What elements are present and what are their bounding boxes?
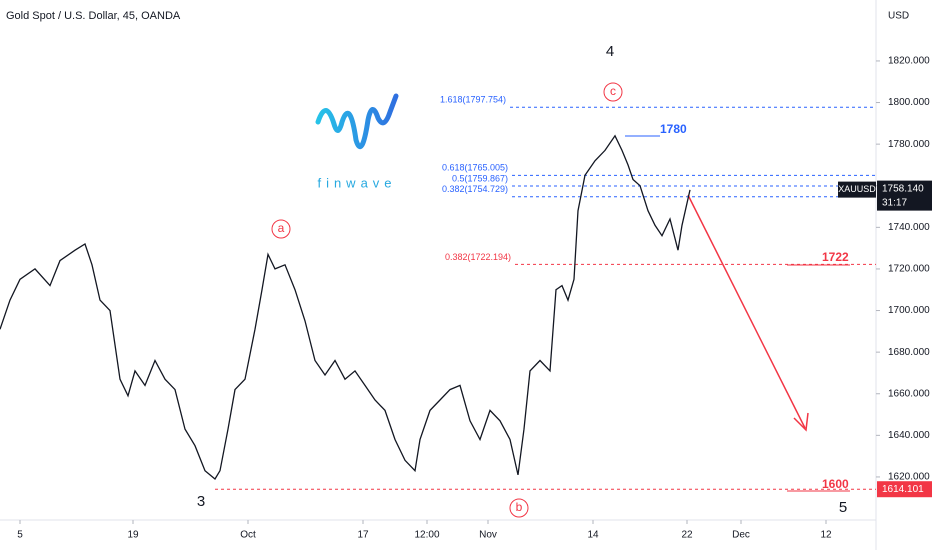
y-tick-label: 1720.000: [888, 264, 930, 275]
price-tag-label: 1614.101: [882, 484, 924, 495]
y-tick-label: 1780.000: [888, 139, 930, 150]
y-tick-label: 1740.000: [888, 222, 930, 233]
logo: finwave: [315, 93, 399, 190]
wave-label: 5: [839, 499, 847, 516]
x-tick-label: Nov: [479, 530, 497, 541]
last-price-tag: [877, 180, 932, 211]
target-label: 1600: [822, 477, 849, 491]
y-tick-label: 1640.000: [888, 430, 930, 441]
symbol-tag: [838, 181, 876, 198]
wave-label: c: [610, 84, 616, 98]
x-tick-label: 17: [357, 530, 369, 541]
target-label: 1780: [660, 122, 687, 136]
level-label: 0.382(1722.194): [445, 252, 511, 262]
wave-circle: [509, 498, 529, 518]
y-tick-label: 1660.000: [888, 388, 930, 399]
x-tick-label: 14: [587, 530, 599, 541]
target-label: 1722: [822, 250, 849, 264]
level-label: 1.618(1797.754): [440, 95, 506, 105]
wave-circle: [271, 219, 291, 239]
wave-label: b: [516, 500, 523, 514]
x-tick-label: 5: [17, 530, 23, 541]
x-tick-label: 19: [127, 530, 139, 541]
y-tick-label: 1800.000: [888, 97, 930, 108]
wave-circle: [603, 82, 623, 102]
price-tag: [877, 481, 932, 498]
wave-label: a: [278, 221, 285, 235]
x-tick-label: Dec: [732, 530, 750, 541]
level-label: 0.5(1759.867): [452, 173, 508, 183]
logo-text: finwave: [317, 175, 396, 190]
y-tick-label: 1680.000: [888, 347, 930, 358]
y-tick-label: 1700.000: [888, 305, 930, 316]
projection-arrow: [687, 194, 809, 432]
level-label: 0.618(1765.005): [442, 163, 508, 173]
x-tick-label: Oct: [240, 530, 256, 541]
level-label: 0.382(1754.729): [442, 184, 508, 194]
y-tick-label: 1620.000: [888, 472, 930, 483]
y-tick-label: 1820.000: [888, 56, 930, 67]
countdown-label: 31:17: [882, 197, 907, 208]
logo-wave: [315, 93, 399, 150]
x-tick-label: 12:00: [414, 530, 439, 541]
price-line: [0, 134, 691, 480]
x-tick-label: 22: [681, 530, 693, 541]
last-price-label: 1758.140: [882, 183, 924, 194]
wave-label: 4: [606, 43, 614, 60]
symbol-tag-label: XAUUSD: [838, 184, 876, 194]
chart-title: Gold Spot / U.S. Dollar, 45, OANDA: [6, 10, 181, 22]
y-axis-unit: USD: [888, 11, 909, 22]
wave-label: 3: [197, 493, 205, 510]
x-tick-label: 12: [820, 530, 832, 541]
